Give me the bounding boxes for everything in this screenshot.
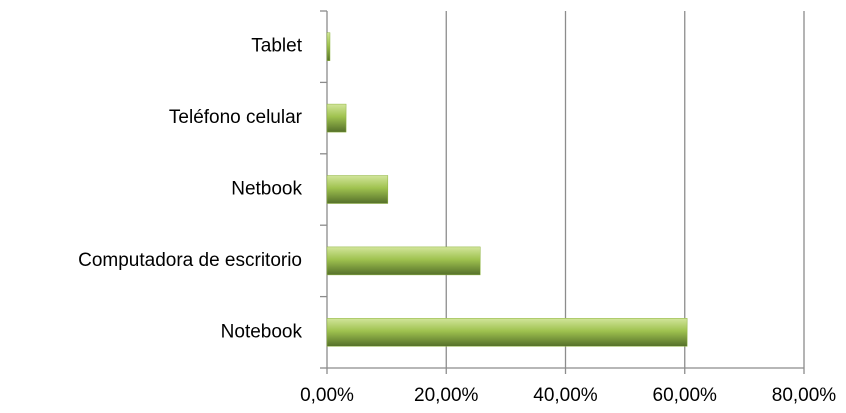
y-tick-label: Teléfono celular [169, 107, 303, 128]
bar [326, 318, 688, 347]
x-tick-label: 0,00% [300, 385, 354, 406]
y-tick-label: Tablet [251, 36, 302, 57]
bar [326, 246, 481, 276]
y-tick-label: Notebook [221, 321, 303, 342]
bar [326, 103, 347, 133]
y-tick-label: Netbook [231, 179, 302, 200]
x-tick-label: 60,00% [653, 385, 718, 406]
bar [326, 175, 389, 204]
x-tick-label: 20,00% [414, 385, 479, 406]
bar [326, 32, 331, 61]
x-tick-label: 40,00% [533, 385, 598, 406]
y-tick-label: Computadora de escritorio [78, 250, 302, 271]
x-tick-label: 80,00% [772, 385, 837, 406]
